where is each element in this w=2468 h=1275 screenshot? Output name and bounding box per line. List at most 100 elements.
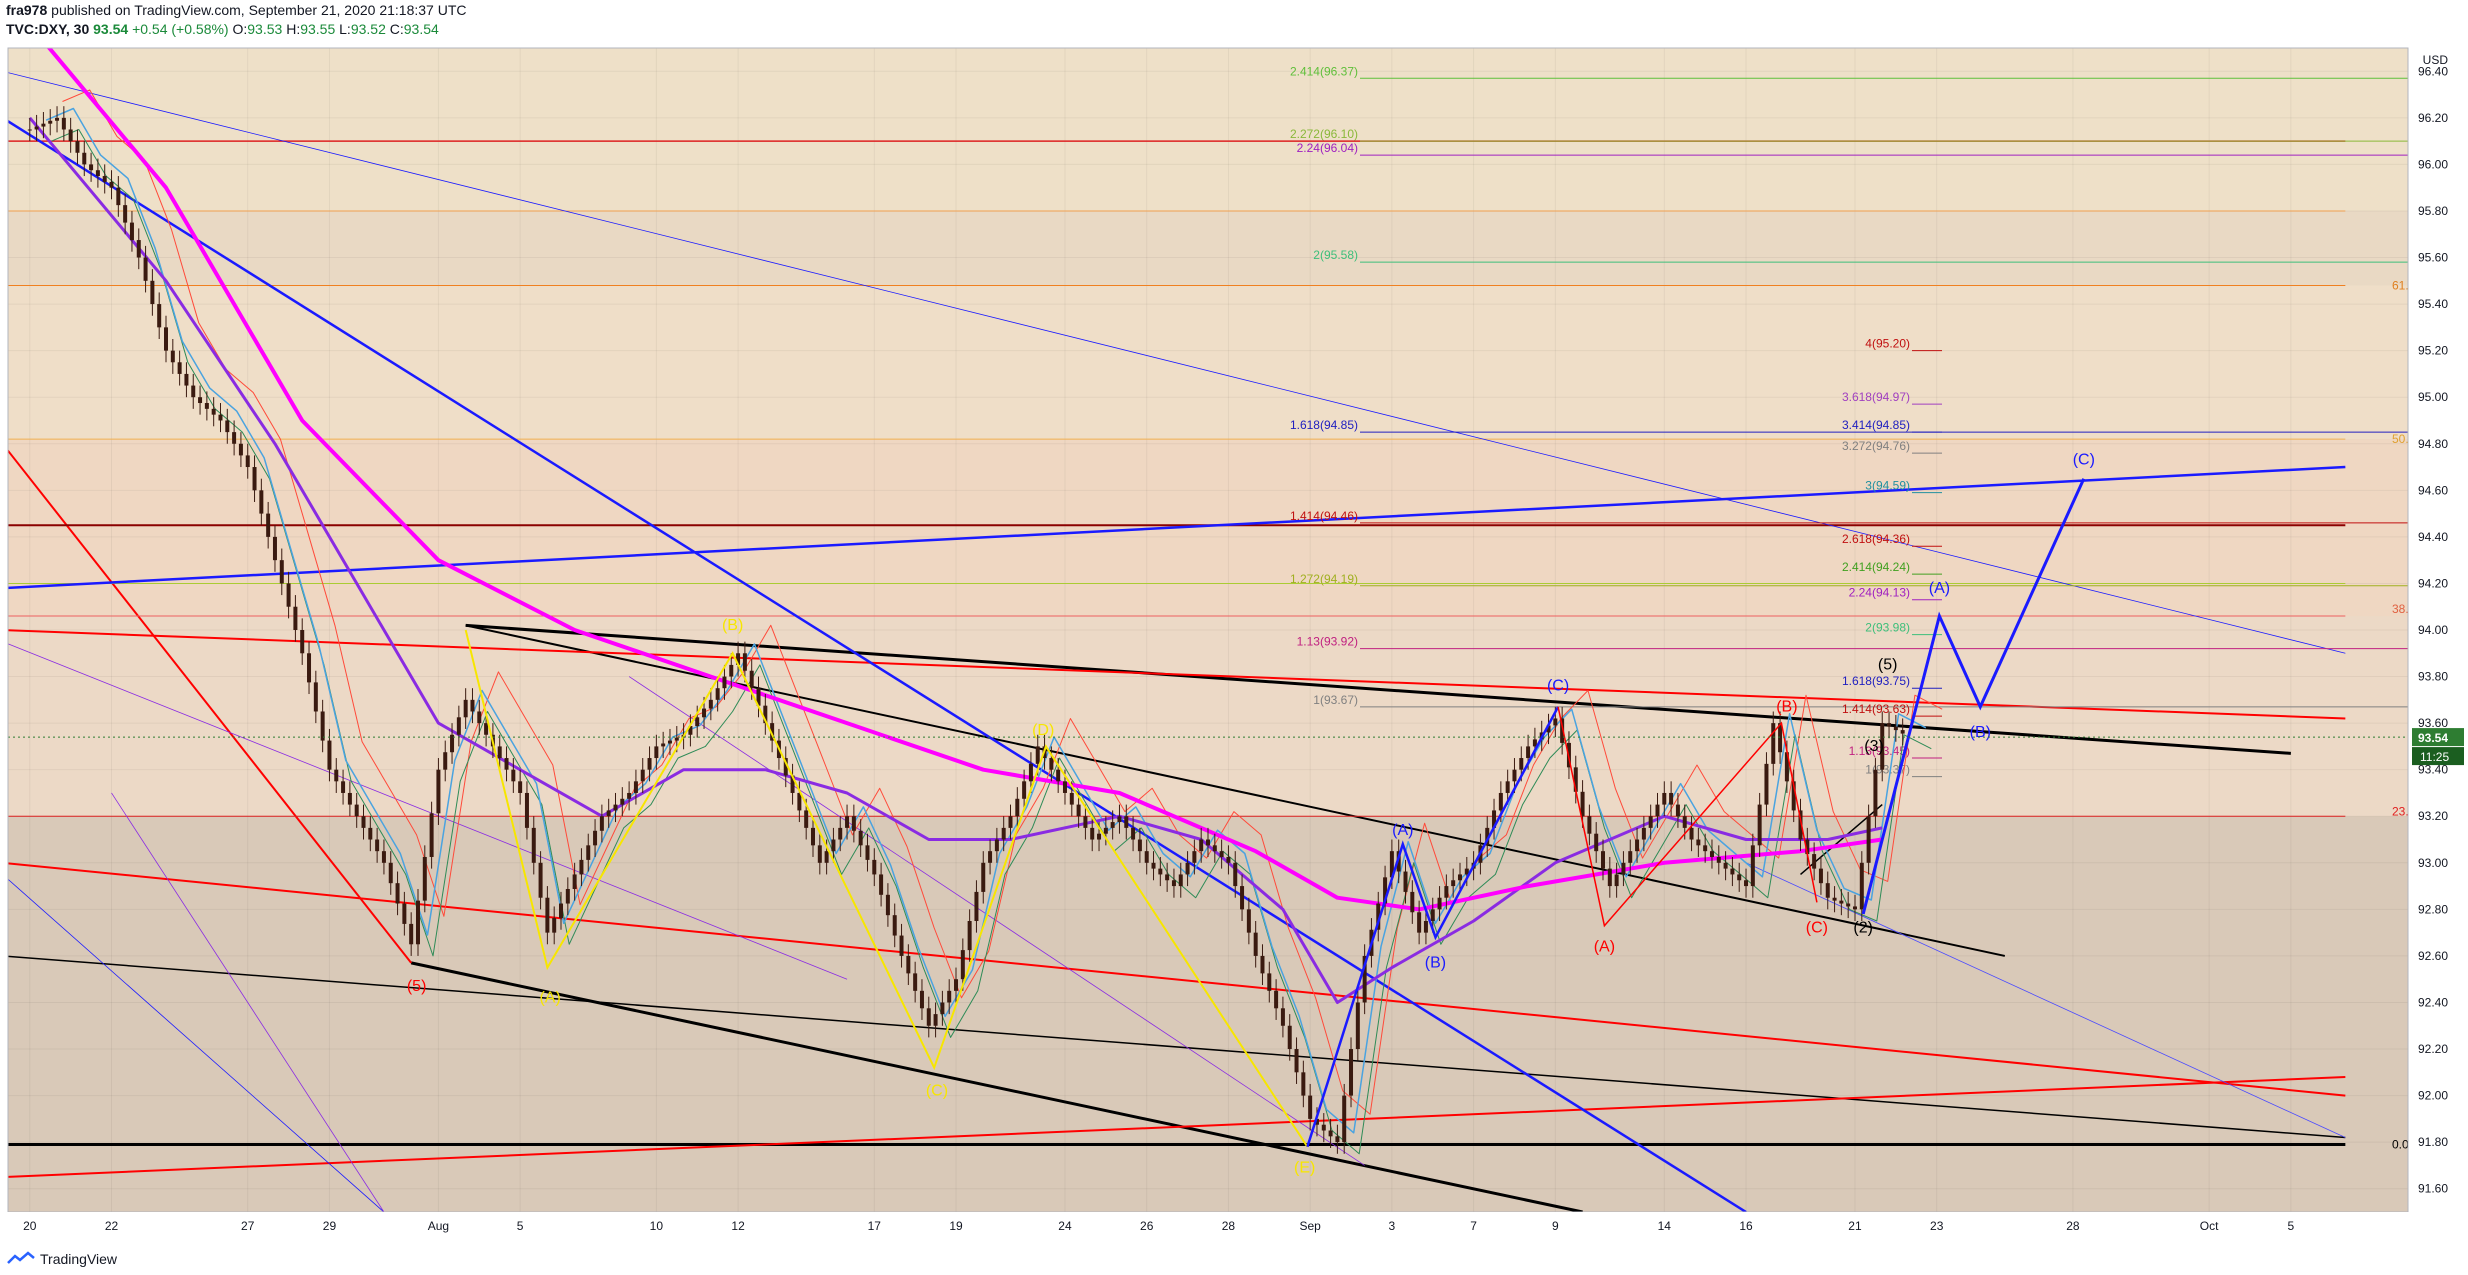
candle-body bbox=[838, 827, 843, 840]
wave-path-1 bbox=[1306, 706, 1560, 1148]
candle-body bbox=[1852, 906, 1857, 910]
candle-body bbox=[620, 798, 625, 805]
candle-body bbox=[824, 851, 829, 863]
candle-body bbox=[1873, 769, 1878, 817]
candle-body bbox=[320, 711, 325, 741]
candle-body bbox=[347, 792, 352, 805]
y-tick-label-16: 94.80 bbox=[2418, 437, 2448, 451]
candle-body bbox=[75, 141, 80, 153]
candle-body bbox=[817, 845, 822, 863]
candle-body bbox=[1253, 932, 1258, 956]
price-badge bbox=[2412, 728, 2464, 747]
y-tick-label-15: 94.60 bbox=[2418, 483, 2448, 497]
x-tick-label-9: 19 bbox=[949, 1219, 963, 1233]
candle-body bbox=[184, 373, 189, 386]
retrace-label-0: 61. bbox=[2392, 278, 2409, 292]
candle-body bbox=[1110, 822, 1115, 828]
publish-info: published on TradingView.com, September … bbox=[51, 2, 467, 18]
candle-body bbox=[599, 816, 604, 831]
retrace-label-1: 50. bbox=[2392, 432, 2409, 446]
wave-label-7: (B) bbox=[1425, 955, 1446, 972]
candle-body bbox=[170, 350, 175, 363]
trend-line-1 bbox=[465, 623, 2291, 755]
candle-body bbox=[1648, 816, 1653, 828]
candle-body bbox=[1723, 862, 1728, 869]
candle-body bbox=[1669, 792, 1674, 805]
fib-band-4 bbox=[8, 210, 2408, 286]
x-axis: 20 22 27 29 Aug 5 10 12 17 19 24 26 28 Sep 3 7 9 14 16 21 23… bbox=[0, 1212, 2410, 1245]
author-name[interactable]: fra978 bbox=[6, 2, 48, 18]
candle-body bbox=[1342, 1095, 1347, 1143]
candle-body bbox=[613, 804, 618, 811]
y-tick-label-23: 96.20 bbox=[2418, 111, 2448, 125]
candle-body bbox=[1376, 903, 1381, 930]
candle-body bbox=[1240, 886, 1245, 910]
wave-label-5: (E) bbox=[1294, 1159, 1315, 1176]
time-badge bbox=[2412, 747, 2464, 766]
candle-body bbox=[708, 699, 713, 709]
candle-body bbox=[511, 769, 516, 782]
open-value: 93.53 bbox=[247, 21, 283, 37]
candle-body bbox=[804, 810, 809, 828]
trend-line-18 bbox=[8, 72, 2346, 654]
candle-body bbox=[667, 740, 672, 744]
candle-body bbox=[102, 176, 107, 182]
candle-body bbox=[981, 862, 986, 892]
candle-body bbox=[1001, 827, 1006, 840]
x-tick-label-15: 7 bbox=[1470, 1219, 1477, 1233]
trend-line-4 bbox=[8, 955, 2346, 1139]
currency-label: USD bbox=[2423, 53, 2449, 67]
candle-body bbox=[872, 859, 877, 875]
candle-body bbox=[1206, 839, 1210, 846]
x-tick-label-8: 17 bbox=[868, 1219, 882, 1233]
candle-body bbox=[1165, 874, 1170, 881]
tradingview-logo[interactable]: TradingView bbox=[6, 1251, 117, 1267]
candle-body bbox=[1791, 781, 1796, 811]
x-tick-label-11: 26 bbox=[1140, 1219, 1154, 1233]
candle-body bbox=[1846, 903, 1851, 907]
candle-body bbox=[885, 894, 890, 916]
candle-body bbox=[136, 240, 141, 258]
candle-body bbox=[272, 536, 277, 561]
price-chart[interactable]: 2.414(96.37) 2.272(96.10)2.24(96.04) 2(95.… bbox=[0, 44, 2468, 1245]
x-tick-label-1: 22 bbox=[105, 1219, 119, 1233]
x-tick-label-5: 5 bbox=[517, 1219, 524, 1233]
wave-label-3: (C) bbox=[926, 1083, 948, 1100]
candle-body bbox=[1389, 851, 1394, 878]
candle-body bbox=[1546, 725, 1551, 733]
candle-body bbox=[381, 851, 386, 863]
trend-line-20 bbox=[8, 465, 2346, 590]
wave-label-9: (A) bbox=[1594, 938, 1615, 955]
candle-body bbox=[1737, 874, 1742, 881]
candle-body bbox=[722, 676, 727, 689]
fib-band-1 bbox=[8, 616, 2408, 817]
wave-label-16: (B) bbox=[1970, 724, 1991, 741]
candle-body bbox=[191, 385, 196, 398]
trend-line-22 bbox=[8, 643, 848, 980]
ichimoku-green-line bbox=[51, 129, 1932, 1155]
candle-body bbox=[763, 705, 768, 724]
price-change: +0.54 (+0.58%) bbox=[132, 21, 229, 37]
candle-body bbox=[1757, 804, 1762, 846]
candle-body bbox=[504, 758, 509, 770]
candle-body bbox=[1498, 792, 1503, 811]
symbol-name[interactable]: TVC:DXY, 30 bbox=[6, 21, 90, 37]
y-tick-label-4: 92.40 bbox=[2418, 995, 2448, 1009]
fib-label-6: 1.272(94.19) bbox=[1290, 572, 1358, 586]
open-label: O: bbox=[232, 21, 248, 37]
candle-body bbox=[41, 123, 46, 127]
candle-body bbox=[1335, 1136, 1340, 1143]
candle-body bbox=[1423, 921, 1428, 933]
fib-ext-label-5: 2.618(94.36) bbox=[1842, 532, 1910, 546]
candle-body bbox=[1151, 862, 1156, 869]
y-tick-label-18: 95.20 bbox=[2418, 344, 2448, 358]
candle-body bbox=[1587, 816, 1592, 834]
candle-body bbox=[1900, 730, 1905, 734]
candle-body bbox=[865, 845, 870, 860]
candle-body bbox=[497, 746, 502, 759]
candle-body bbox=[1178, 874, 1183, 887]
close-label: C: bbox=[389, 21, 404, 37]
chart-header: fra978 published on TradingView.com, Sep… bbox=[0, 0, 2468, 44]
candle-body bbox=[756, 688, 761, 706]
candle-body bbox=[1764, 763, 1769, 805]
